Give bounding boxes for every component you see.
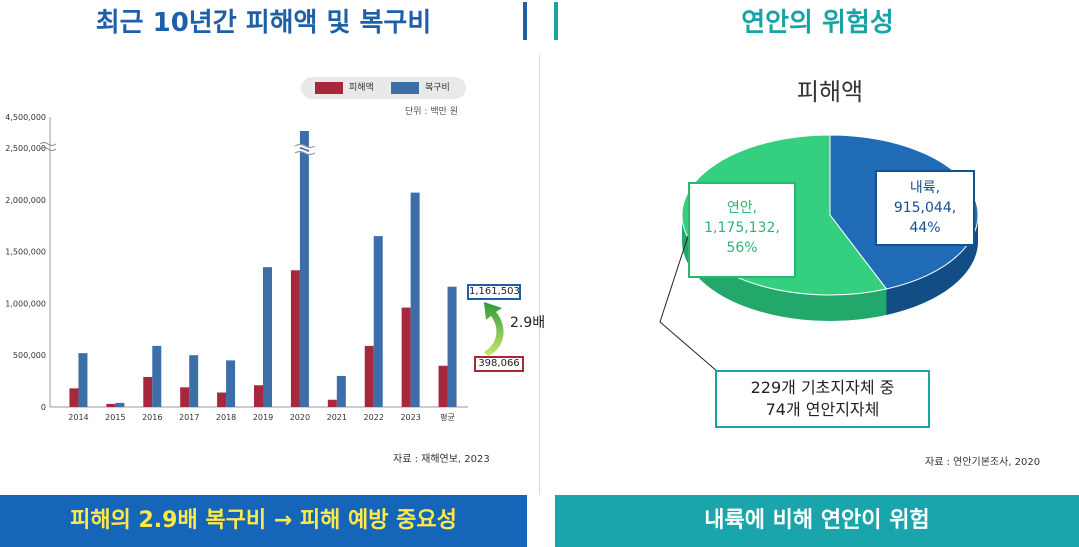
bar-damage — [217, 392, 227, 407]
legend-label-recovery: 복구비 — [425, 83, 450, 93]
x-tick-label: 2016 — [142, 413, 162, 422]
callout-recovery-avg: 1,161,503 — [467, 284, 521, 300]
ratio-label: 2.9배 — [510, 315, 546, 331]
bar-break-line — [294, 144, 316, 155]
ratio-arrow-icon — [484, 302, 504, 356]
bar-recovery — [189, 355, 199, 407]
legend-swatch-recovery — [391, 82, 419, 94]
note-box: 229개 기초지자체 중 74개 연안지자체 — [715, 370, 930, 428]
bar-damage — [364, 345, 374, 407]
source-right: 자료 : 연안기본조사, 2020 — [925, 457, 1041, 468]
bar-recovery — [152, 345, 162, 407]
legend-swatch-damage — [315, 82, 343, 94]
y-tick-label: 0 — [41, 403, 46, 412]
bar-break-icon — [294, 144, 316, 155]
bottom-banner-left: 피해의 2.9배 복구비 → 피해 예방 중요성 — [0, 495, 527, 547]
x-tick-label: 2020 — [290, 413, 310, 422]
bar-recovery — [410, 192, 420, 407]
y-tick-label: 500,000 — [13, 351, 46, 360]
y-tick-label: 1,500,000 — [5, 248, 46, 257]
x-tick-label: 2019 — [253, 413, 273, 422]
pie-label-inland: 내륙, 915,044, 44% — [875, 170, 975, 246]
bar-damage — [438, 365, 448, 407]
pie-title: 피해액 — [796, 78, 864, 106]
unit-label: 단위 : 백만 원 — [405, 107, 459, 117]
note-line-1: 229개 기초지자체 중 — [750, 378, 895, 397]
x-tick-label: 2017 — [179, 413, 199, 422]
y-tick-label: 4,500,000 — [5, 113, 46, 122]
x-tick-label: 2022 — [364, 413, 384, 422]
pie-label-coastal: 연안, 1,175,132, 56% — [688, 182, 796, 278]
callout-damage-avg: 398,066 — [474, 356, 524, 372]
source-left: 자료 : 재해연보, 2023 — [393, 454, 490, 465]
bar-recovery — [373, 236, 383, 407]
x-tick-label: 평균 — [440, 412, 455, 422]
panel-divider — [539, 55, 540, 495]
bar-damage — [180, 387, 190, 407]
bar-damage — [254, 385, 263, 407]
x-tick-label: 2014 — [68, 413, 88, 422]
bar-chart: 0 500,000 1,000,000 1,500,000 2,000,000 2,500… — [5, 113, 468, 422]
chart-legend: 피해액 복구비 — [301, 77, 466, 99]
bar-recovery — [115, 402, 125, 407]
y-tick-label: 1,000,000 — [5, 299, 46, 308]
bar-damage — [69, 388, 79, 407]
title-accent-bar-right — [554, 2, 558, 40]
right-title: 연안의 위험성 — [741, 8, 894, 38]
bar-recovery — [263, 267, 272, 407]
legend-label-damage: 피해액 — [349, 83, 374, 93]
left-title: 최근 10년간 피해액 및 복구비 — [95, 8, 432, 38]
bar-recovery — [447, 286, 457, 407]
bar-damage — [290, 270, 300, 407]
x-tick-label: 2015 — [105, 413, 125, 422]
bar-recovery — [336, 375, 346, 407]
x-tick-label: 2018 — [216, 413, 236, 422]
pie-side-inland — [886, 215, 978, 315]
x-tick-label: 2023 — [400, 413, 420, 422]
note-line-2: 74개 연안지자체 — [765, 400, 880, 419]
bar-damage — [143, 376, 153, 407]
axis-break-icon — [39, 142, 57, 151]
y-tick-label: 2,500,000 — [5, 144, 46, 153]
y-tick-label: 2,000,000 — [5, 196, 46, 205]
bar-damage — [401, 307, 411, 407]
bottom-banner-right: 내륙에 비해 연안이 위험 — [555, 495, 1079, 547]
bar-damage — [327, 399, 337, 407]
bar-damage — [106, 403, 116, 407]
bar-recovery — [226, 360, 236, 407]
bar-recovery — [299, 131, 309, 407]
x-tick-label: 2021 — [327, 413, 347, 422]
bar-recovery — [78, 353, 88, 407]
title-accent-bar-left — [523, 2, 527, 40]
